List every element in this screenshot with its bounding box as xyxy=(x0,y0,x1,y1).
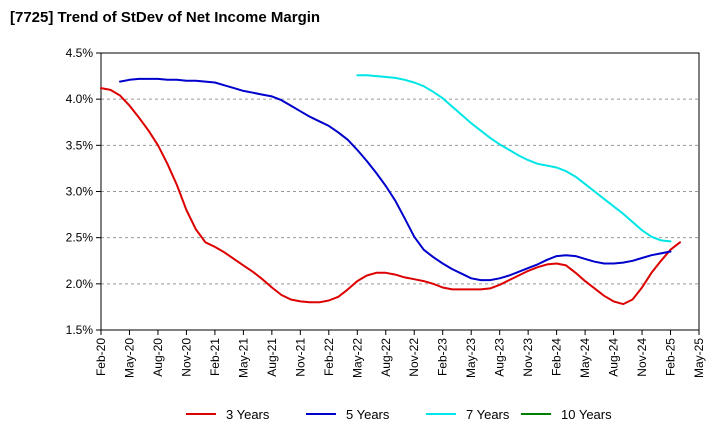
legend-swatch xyxy=(426,413,456,415)
y-tick-label: 4.0% xyxy=(66,92,94,106)
x-tick-label: Feb-25 xyxy=(664,338,678,376)
x-tick-label: Aug-20 xyxy=(151,338,165,377)
x-tick-label: Feb-20 xyxy=(94,338,108,376)
x-tick-label: Nov-23 xyxy=(521,338,535,377)
legend-swatch xyxy=(521,413,551,415)
legend-swatch xyxy=(306,413,336,415)
series-line-7-years xyxy=(356,74,672,243)
y-tick-label: 1.5% xyxy=(66,323,94,337)
series-line-3-years xyxy=(100,87,681,306)
x-tick-label: Feb-22 xyxy=(322,338,336,376)
series-lines xyxy=(100,74,681,306)
x-tick-label: May-21 xyxy=(236,338,250,378)
x-tick-label: Aug-21 xyxy=(265,338,279,377)
y-tick-label: 4.5% xyxy=(66,46,94,60)
legend-item-10-years: 10 Years xyxy=(521,404,612,424)
y-tick-label: 2.0% xyxy=(66,277,94,291)
plot-area-frame xyxy=(100,52,700,331)
y-axis-ticks: 1.5% 2.0% 2.5% 3.0% 3.5% 4.0% 4.5% xyxy=(66,46,101,337)
x-tick-label: Nov-20 xyxy=(179,338,193,377)
y-gridlines xyxy=(101,98,699,285)
legend-label: 10 Years xyxy=(561,406,612,422)
legend: 3 Years 5 Years 7 Years 10 Years xyxy=(0,404,720,424)
chart-title: [7725] Trend of StDev of Net Income Marg… xyxy=(10,9,321,26)
x-tick-label: Nov-21 xyxy=(293,338,307,377)
legend-swatch xyxy=(186,413,216,415)
x-tick-label: Feb-21 xyxy=(208,338,222,376)
legend-label: 7 Years xyxy=(466,406,510,422)
legend-label: 5 Years xyxy=(346,406,390,422)
x-tick-label: May-24 xyxy=(578,338,592,378)
x-tick-label: May-23 xyxy=(464,338,478,378)
x-tick-label: Aug-24 xyxy=(607,338,621,377)
legend-item-3-years: 3 Years xyxy=(186,404,269,424)
legend-item-5-years: 5 Years xyxy=(306,404,389,424)
y-tick-label: 3.0% xyxy=(66,185,94,199)
legend-label: 3 Years xyxy=(226,406,270,422)
legend-item-7-years: 7 Years xyxy=(426,404,509,424)
y-tick-label: 2.5% xyxy=(66,231,94,245)
x-tick-label: Feb-23 xyxy=(436,338,450,376)
x-tick-label: Nov-22 xyxy=(407,338,421,377)
series-line-5-years xyxy=(119,77,672,282)
x-tick-label: May-22 xyxy=(350,338,364,378)
x-tick-label: Aug-22 xyxy=(379,338,393,377)
x-tick-label: May-25 xyxy=(692,338,706,378)
y-tick-label: 3.5% xyxy=(66,138,94,152)
x-tick-label: Nov-24 xyxy=(635,338,649,377)
x-tick-label: May-20 xyxy=(122,338,136,378)
x-tick-label: Aug-23 xyxy=(493,338,507,377)
x-tick-label: Feb-24 xyxy=(550,338,564,376)
x-axis-ticks: Feb-20 May-20 Aug-20 Nov-20 Feb-21 May-21 Aug-… xyxy=(94,330,706,378)
